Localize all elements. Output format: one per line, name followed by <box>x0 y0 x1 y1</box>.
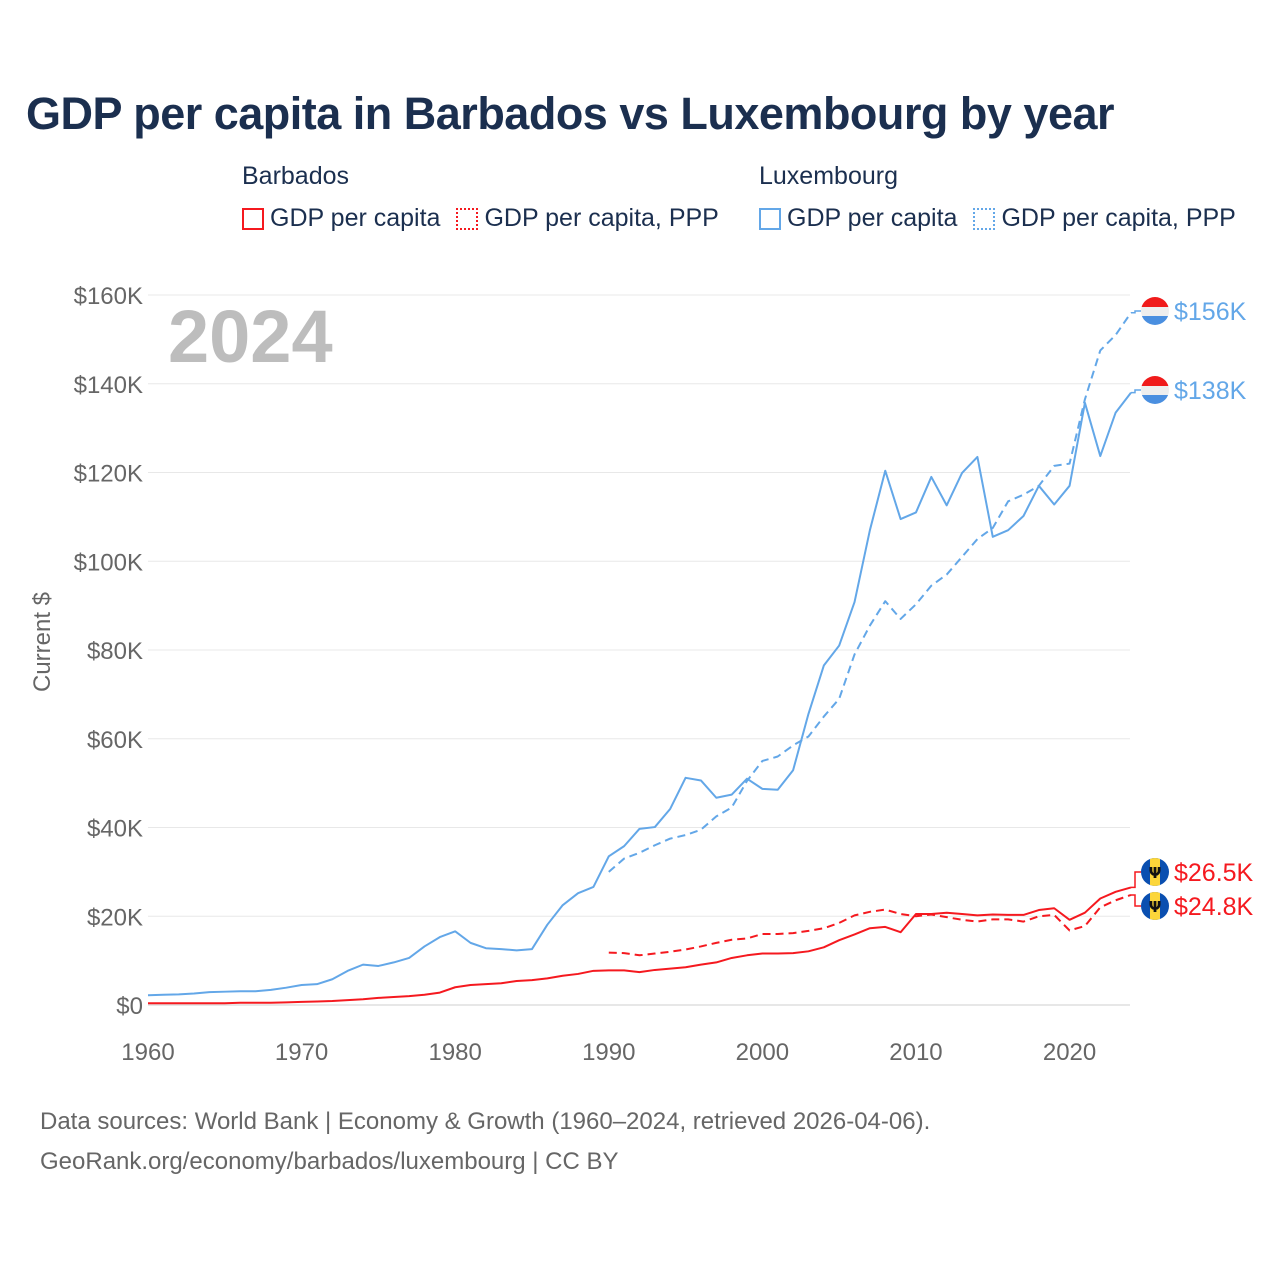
x-tick-label: 1990 <box>582 1039 635 1066</box>
series-line-luxembourg-gdp-per-capita-ppp <box>608 312 1132 873</box>
legend-label: GDP per capita <box>270 204 441 232</box>
y-tick-label: $60K <box>87 727 143 754</box>
end-value-label: $26.5K <box>1174 859 1254 887</box>
y-tick-label: $140K <box>74 372 143 399</box>
legend-swatch-solid <box>242 207 264 230</box>
footer-sources: Data sources: World Bank | Economy & Gro… <box>40 1108 931 1135</box>
svg-text:Ψ: Ψ <box>1149 898 1162 916</box>
y-tick-label: $20K <box>87 904 143 931</box>
footer-link[interactable]: GeoRank.org/economy/barbados/luxembourg … <box>40 1148 619 1175</box>
x-tick-label: 1970 <box>275 1039 328 1066</box>
legend-barbados: GDP per capita GDP per capita, PPP <box>242 204 719 233</box>
end-value-label: $138K <box>1174 377 1247 405</box>
x-tick-label: 2020 <box>1043 1039 1096 1066</box>
x-tick-label: 2010 <box>889 1039 942 1066</box>
barbados-flag-icon: Ψ <box>1141 858 1169 886</box>
luxembourg-flag-icon <box>1141 376 1169 404</box>
y-tick-label: $160K <box>74 283 143 310</box>
series-line-barbados-gdp-per-capita <box>148 886 1132 1005</box>
year-label: 2024 <box>168 295 333 378</box>
y-tick-label: $80K <box>87 638 143 665</box>
luxembourg-flag-icon <box>1141 297 1169 325</box>
legend-item-barbados-ppp[interactable]: GDP per capita, PPP <box>456 204 719 233</box>
legend-swatch-solid <box>759 207 781 230</box>
end-label-connector <box>1131 389 1141 394</box>
y-axis-label: Current $ <box>29 592 56 692</box>
y-tick-label: $40K <box>87 816 143 843</box>
end-value-label: $156K <box>1174 298 1247 326</box>
legend-luxembourg: GDP per capita GDP per capita, PPP <box>759 204 1236 233</box>
legend-item-luxembourg-gdp[interactable]: GDP per capita <box>759 204 957 233</box>
legend-item-luxembourg-ppp[interactable]: GDP per capita, PPP <box>973 204 1236 233</box>
svg-text:Ψ: Ψ <box>1149 864 1162 882</box>
legend-label: GDP per capita, PPP <box>484 204 719 232</box>
legend-item-barbados-gdp[interactable]: GDP per capita <box>242 204 440 233</box>
x-tick-label: 2000 <box>736 1039 789 1066</box>
legend-label: GDP per capita, PPP <box>1001 204 1236 232</box>
end-value-label: $24.8K <box>1174 893 1254 921</box>
legend-swatch-dotted <box>456 207 479 230</box>
end-label-connector <box>1131 894 1141 907</box>
x-tick-label: 1960 <box>121 1039 174 1066</box>
series-line-barbados-gdp-per-capita-ppp <box>608 894 1132 957</box>
legend-group-luxembourg: Luxembourg <box>759 162 898 190</box>
y-tick-label: $120K <box>74 461 143 488</box>
x-tick-label: 1980 <box>428 1039 481 1066</box>
y-tick-label: $100K <box>74 549 143 576</box>
y-tick-label: $0 <box>116 993 143 1020</box>
legend-label: GDP per capita <box>787 204 958 232</box>
barbados-flag-icon: Ψ <box>1141 892 1169 920</box>
series-line-luxembourg-gdp-per-capita <box>147 392 1132 997</box>
end-label-connector <box>1131 310 1141 314</box>
chart-title: GDP per capita in Barbados vs Luxembourg… <box>26 88 1115 139</box>
end-label-connector <box>1131 871 1141 889</box>
legend-group-barbados: Barbados <box>242 162 350 190</box>
legend-swatch-dotted <box>973 207 996 230</box>
